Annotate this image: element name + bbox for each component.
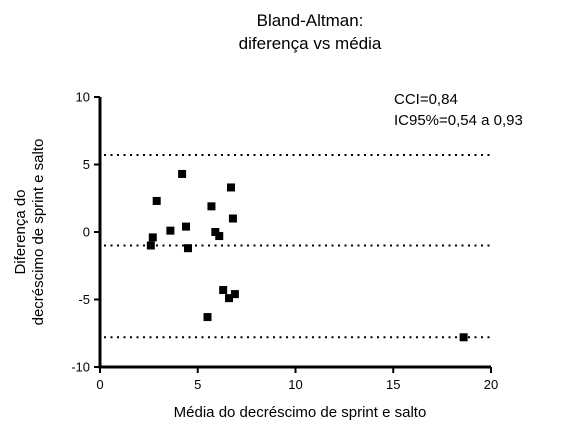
data-point: [215, 232, 224, 241]
data-points: [146, 169, 468, 342]
data-point: [203, 313, 212, 322]
x-axis-label: Média do decréscimo de sprint e salto: [173, 404, 427, 421]
data-point: [219, 286, 228, 295]
data-point: [225, 294, 234, 303]
data-point: [183, 244, 192, 253]
y-tick-label: 10: [76, 90, 90, 105]
y-tick-label: 5: [83, 157, 90, 172]
chart-title-line-1: Bland-Altman:: [256, 11, 364, 30]
axes: 0 5 10 15 20 -10 -5 0 5 10: [71, 90, 498, 393]
x-tick-label: 0: [96, 377, 103, 392]
data-point: [230, 290, 239, 299]
x-tick-label: 20: [484, 377, 498, 392]
data-point: [148, 233, 157, 242]
data-point: [166, 226, 175, 235]
x-tick-label: 15: [386, 377, 400, 392]
data-point: [211, 228, 220, 236]
x-tick-label: 10: [288, 377, 302, 392]
data-point: [182, 222, 191, 231]
chart-title-line-2: diferença vs média: [238, 34, 382, 53]
data-point: [226, 183, 235, 192]
data-point: [152, 196, 161, 205]
data-point: [459, 333, 468, 342]
data-point: [178, 169, 187, 178]
data-point: [228, 214, 237, 223]
y-tick-label: -10: [71, 360, 90, 375]
reference-lines: [104, 154, 491, 339]
x-tick-label: 5: [194, 377, 201, 392]
y-tick-label: 0: [83, 225, 90, 240]
annotation-ic95: IC95%=0,54 a 0,93: [394, 112, 523, 129]
y-tick-label: -5: [78, 292, 90, 307]
data-point: [207, 202, 216, 211]
data-point: [146, 241, 155, 250]
annotation-cci: CCI=0,84: [394, 91, 458, 108]
